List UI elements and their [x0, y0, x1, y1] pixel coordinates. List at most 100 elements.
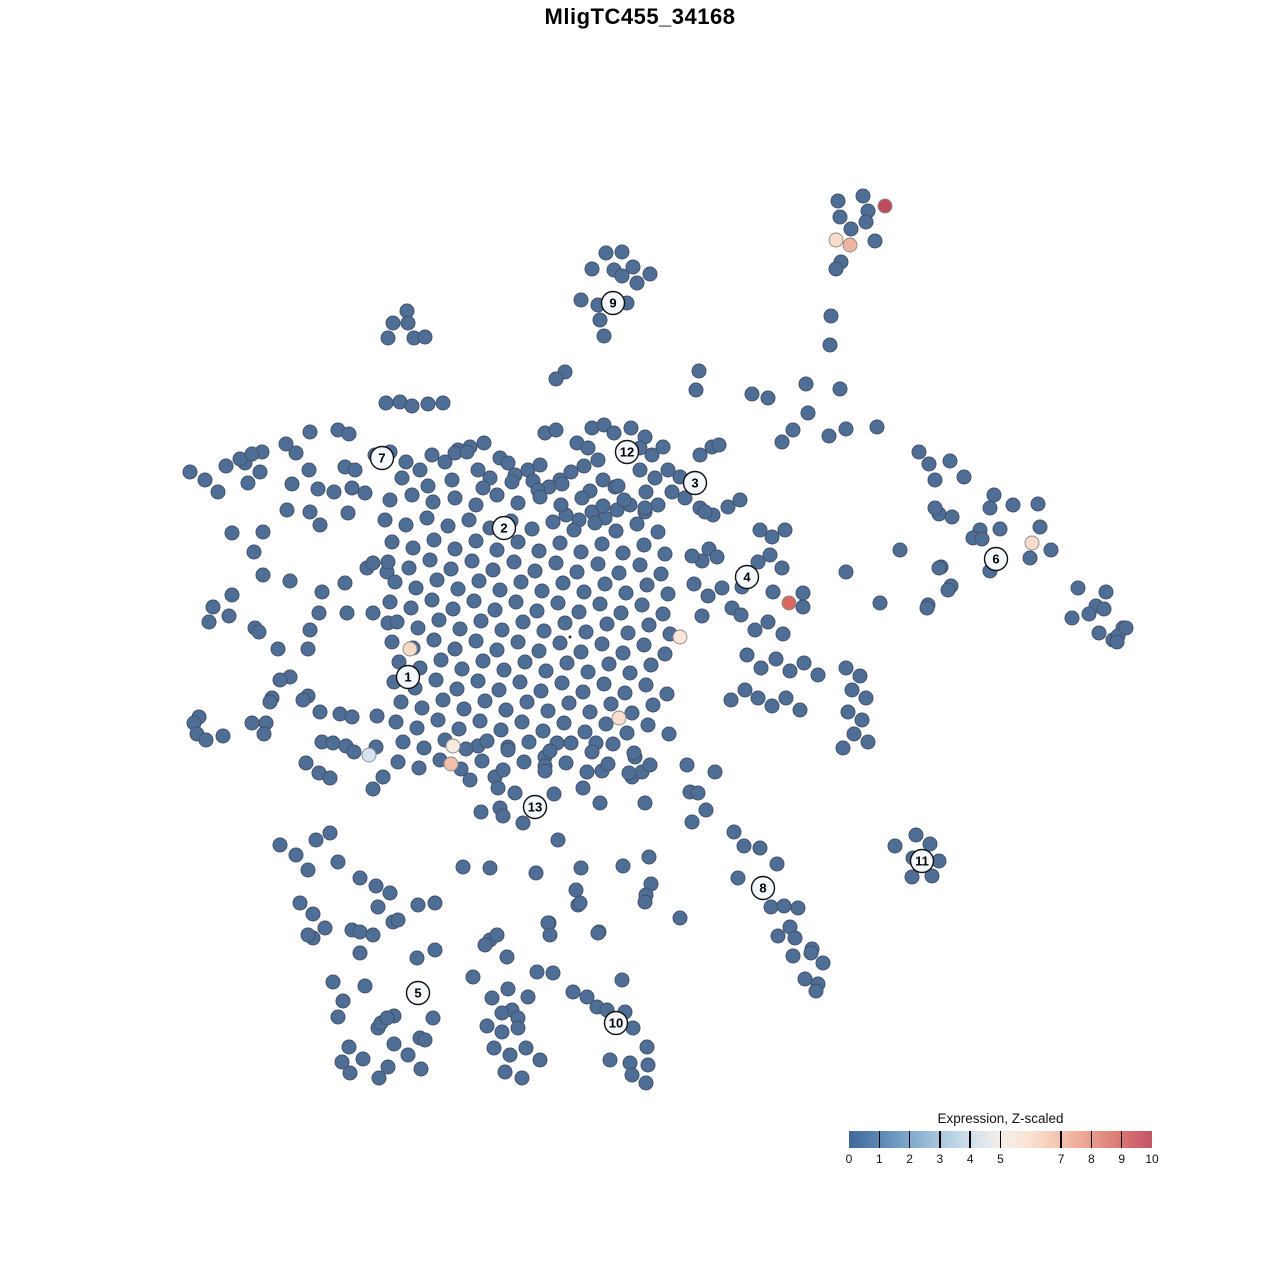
data-point: [603, 696, 619, 712]
data-point: [790, 900, 806, 916]
data-point: [426, 532, 442, 548]
data-point: [545, 965, 561, 981]
data-point: [595, 498, 611, 514]
data-point: [528, 865, 544, 881]
data-point: [408, 580, 424, 596]
data-point: [614, 268, 630, 284]
data-point: [615, 545, 631, 561]
data-point: [494, 622, 510, 638]
data-point: [389, 614, 405, 630]
data-point: [445, 601, 461, 617]
data-point: [641, 849, 657, 865]
data-point: [636, 637, 652, 653]
data-point: [375, 769, 391, 785]
tiny-dot: [568, 635, 572, 639]
data-point: [417, 1032, 433, 1048]
cluster-label-circle-13: [522, 794, 548, 820]
data-point: [314, 584, 330, 600]
data-point: [640, 1057, 656, 1073]
data-point: [655, 606, 671, 622]
data-point: [386, 1036, 402, 1052]
cluster-label-2: 2: [500, 521, 507, 536]
data-point: [404, 487, 420, 503]
data-point: [736, 838, 752, 854]
data-point: [919, 600, 935, 616]
data-point: [892, 542, 908, 558]
data-point: [982, 500, 998, 516]
data-point: [598, 245, 614, 261]
data-point: [908, 827, 924, 843]
highlight-data-point: [828, 232, 844, 248]
data-point: [852, 668, 868, 684]
data-point: [643, 657, 659, 673]
cluster-label-circle-2: [491, 515, 517, 541]
data-point: [590, 925, 606, 941]
data-point: [473, 613, 489, 629]
data-point: [1070, 580, 1086, 596]
highlight-data-point: [402, 641, 418, 657]
data-point: [182, 464, 198, 480]
data-point: [322, 825, 338, 841]
data-point: [860, 734, 876, 750]
data-point: [584, 744, 600, 760]
data-point: [1091, 625, 1107, 641]
data-point: [720, 499, 736, 515]
data-point: [444, 472, 460, 488]
data-point: [974, 531, 990, 547]
data-point: [224, 587, 240, 603]
cluster-label-1: 1: [404, 670, 411, 685]
data-point: [590, 556, 606, 572]
data-point: [808, 983, 824, 999]
legend-tick-label: 7: [1057, 1152, 1065, 1166]
cluster-label-circle-5: [405, 980, 431, 1006]
data-point: [552, 535, 568, 551]
data-point: [752, 840, 768, 856]
data-point: [637, 500, 653, 516]
data-point: [691, 363, 707, 379]
data-point: [616, 492, 632, 508]
data-point: [797, 971, 813, 987]
data-point: [576, 584, 592, 600]
data-point: [617, 685, 633, 701]
data-point: [284, 476, 300, 492]
cluster-label-circle-1: [395, 664, 421, 690]
data-point: [425, 1010, 441, 1026]
data-point: [657, 546, 673, 562]
cluster-label-circle-8: [750, 875, 776, 901]
data-point: [344, 480, 360, 496]
cluster-label-12: 12: [620, 445, 634, 460]
data-point: [470, 673, 486, 689]
data-point: [1118, 620, 1134, 636]
data-point: [1064, 610, 1080, 626]
cluster-label-circle-10: [603, 1010, 629, 1036]
legend-tick-label: 1: [875, 1152, 883, 1166]
highlight-data-point: [877, 198, 893, 214]
data-point: [308, 832, 324, 848]
data-point: [624, 1067, 640, 1083]
data-point: [764, 698, 780, 714]
data-point: [513, 574, 529, 590]
data-point: [614, 244, 630, 260]
data-point: [529, 603, 545, 619]
data-point: [887, 838, 903, 854]
data-point: [352, 945, 368, 961]
data-point: [552, 635, 568, 651]
data-point: [500, 981, 516, 997]
data-point: [400, 1047, 416, 1063]
data-point: [246, 544, 262, 560]
data-point: [510, 634, 526, 650]
cluster-label-circle-3: [682, 470, 708, 496]
legend-tick-label: 3: [936, 1152, 944, 1166]
data-point: [596, 328, 612, 344]
data-point: [600, 756, 616, 772]
data-point: [473, 804, 489, 820]
data-point: [279, 502, 295, 518]
data-point: [559, 655, 575, 671]
data-point: [205, 599, 221, 615]
data-point: [707, 764, 723, 780]
data-point: [398, 454, 414, 470]
data-point: [637, 894, 653, 910]
data-point: [499, 949, 515, 965]
data-point: [443, 561, 459, 577]
